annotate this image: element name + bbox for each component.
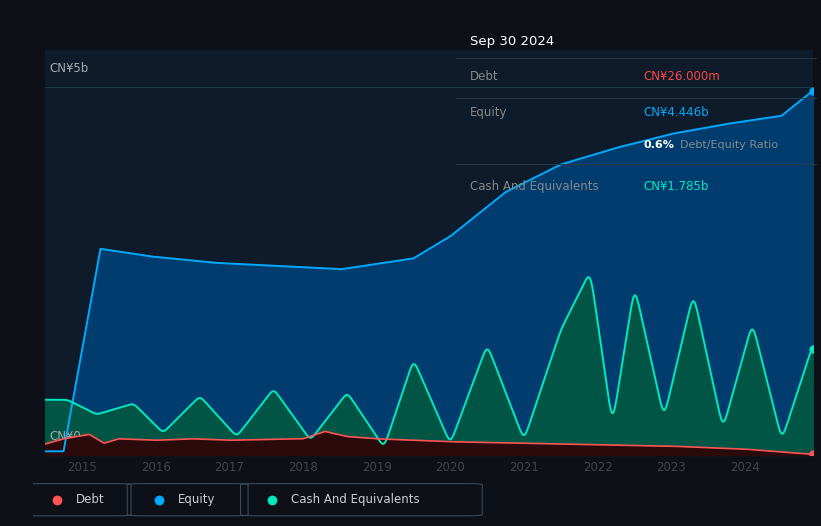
Text: CN¥5b: CN¥5b — [49, 62, 88, 75]
Text: CN¥0: CN¥0 — [49, 430, 80, 443]
Text: CN¥26.000m: CN¥26.000m — [644, 70, 720, 84]
Text: Equity: Equity — [470, 106, 507, 119]
Text: Sep 30 2024: Sep 30 2024 — [470, 35, 554, 47]
Text: Debt: Debt — [470, 70, 498, 84]
Text: Debt/Equity Ratio: Debt/Equity Ratio — [680, 140, 777, 150]
Text: CN¥4.446b: CN¥4.446b — [644, 106, 709, 119]
Text: Cash And Equivalents: Cash And Equivalents — [470, 180, 599, 194]
Text: 0.6%: 0.6% — [644, 140, 674, 150]
Text: Cash And Equivalents: Cash And Equivalents — [291, 493, 420, 506]
Text: Equity: Equity — [178, 493, 215, 506]
Text: CN¥1.785b: CN¥1.785b — [644, 180, 709, 194]
Text: Debt: Debt — [76, 493, 104, 506]
